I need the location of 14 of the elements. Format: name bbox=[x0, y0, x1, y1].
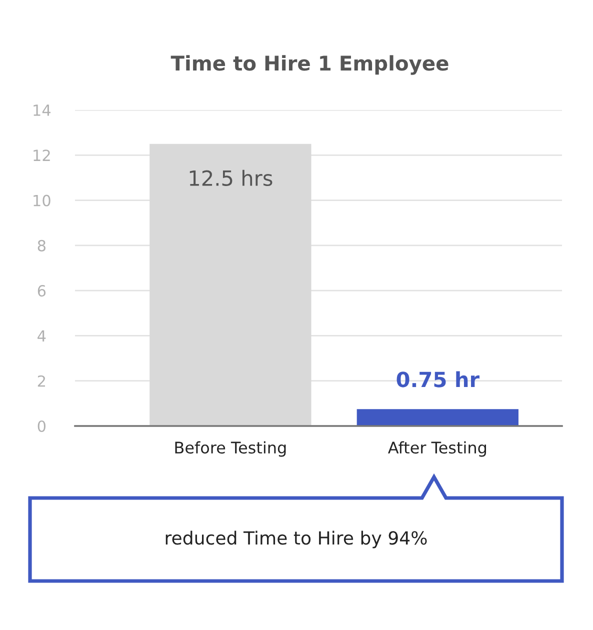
y-tick-label: 2 bbox=[38, 375, 45, 387]
text: reduced Time to Hire by 94% bbox=[166, 530, 427, 548]
y-tick-label: 4 bbox=[38, 330, 46, 342]
y-tick-label: 10 bbox=[34, 194, 50, 206]
y-tick-label: 14 bbox=[34, 104, 51, 116]
data-label: 0.75 hr bbox=[396, 371, 480, 388]
chart-title: Time to Hire 1 Employee bbox=[170, 55, 448, 75]
x-tick-label: After Testing bbox=[388, 441, 486, 457]
y-tick-label: 0 bbox=[38, 420, 46, 432]
y-tick-label: 8 bbox=[38, 240, 46, 252]
y-tick-label: 12 bbox=[34, 150, 50, 161]
x-tick-label: Before Testing bbox=[175, 441, 286, 457]
data-label: 12.5 hrs bbox=[190, 170, 272, 186]
y-tick-label: 6 bbox=[38, 285, 46, 297]
